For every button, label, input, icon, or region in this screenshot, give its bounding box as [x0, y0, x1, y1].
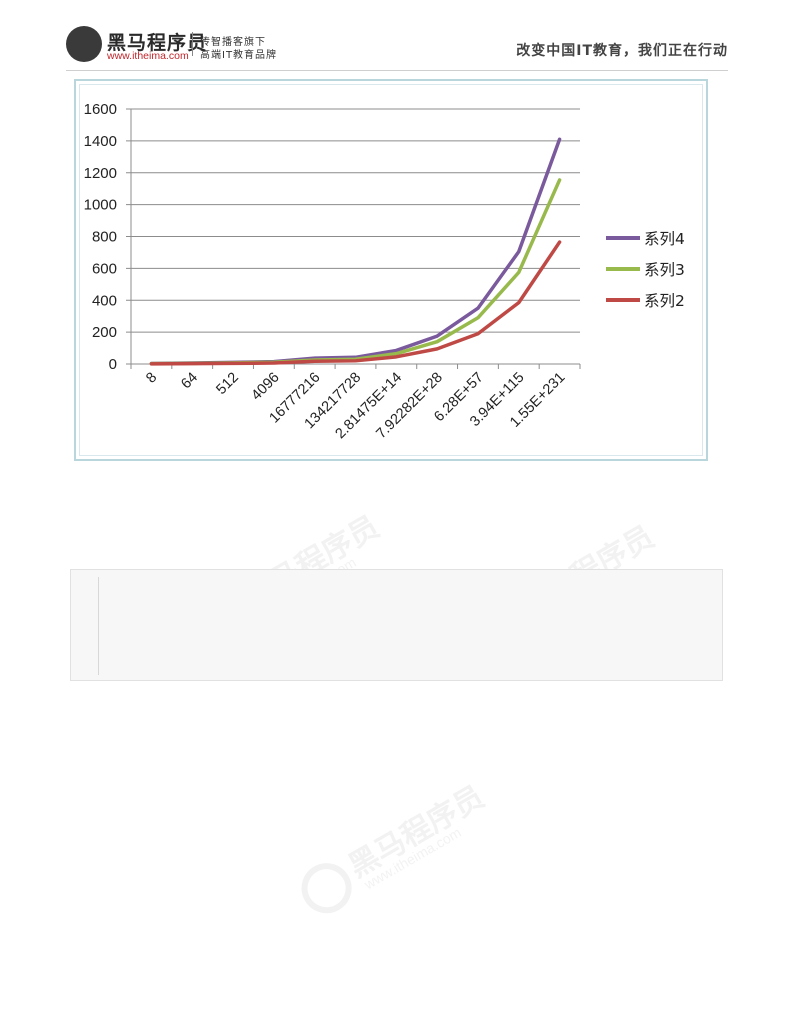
watermark: 黑马程序员 www.itheima.com	[287, 740, 552, 939]
legend-label: 系列2	[644, 292, 685, 310]
chart-inner-border	[79, 84, 703, 456]
legend-label: 系列4	[644, 230, 685, 248]
x-tick-label: 64	[178, 370, 201, 393]
legend-label: 系列3	[644, 261, 685, 279]
y-tick-label: 0	[109, 356, 117, 373]
y-tick-label: 200	[92, 324, 117, 341]
x-tick-label: 8	[143, 370, 160, 387]
watermark-logo-icon	[292, 854, 361, 923]
series-lines	[149, 137, 562, 366]
legend: 系列4 系列3 系列2	[606, 230, 685, 310]
x-tick-label: 512	[213, 370, 241, 398]
code-gutter	[98, 577, 99, 675]
gridlines	[130, 108, 580, 365]
series-line	[149, 240, 562, 366]
watermark-url: www.itheima.com	[361, 824, 464, 893]
brand-separator	[192, 32, 193, 56]
line-chart: 0 200 400 600 800 1000 1200 1400 1600 8 64 512 4096…	[84, 101, 685, 442]
y-tick-label: 600	[92, 260, 117, 277]
y-axis-ticks: 0 200 400 600 800 1000 1200 1400 1600	[84, 101, 131, 373]
watermark-text: 黑马程序员	[342, 779, 491, 885]
y-tick-label: 800	[92, 229, 117, 246]
y-tick-label: 1000	[84, 197, 117, 214]
series-line	[149, 178, 562, 366]
slogan-line-2: 高端IT教育品牌	[200, 50, 278, 61]
y-tick-label: 1200	[84, 165, 117, 182]
page-header: 黑马程序员 www.itheima.com 传智播客旗下 高端IT教育品牌 改变…	[0, 0, 794, 72]
header-divider	[66, 70, 728, 71]
code-block	[70, 569, 723, 681]
slogan-line-1: 传智播客旗下	[200, 37, 266, 48]
y-tick-label: 1400	[84, 133, 117, 150]
brand-name: 黑马程序员	[107, 32, 208, 54]
y-tick-label: 1600	[84, 101, 117, 118]
header-slogan: 改变中国IT教育，我们正在行动	[516, 43, 728, 59]
x-tick-label: 4096	[249, 370, 283, 404]
brand-url: www.itheima.com	[107, 50, 189, 62]
chart-frame	[74, 79, 708, 461]
brand-logo-icon	[66, 26, 102, 62]
x-axis-ticks: 8 64 512 4096167772161342177282.81475E+147.…	[130, 364, 581, 442]
y-tick-label: 400	[92, 292, 117, 309]
